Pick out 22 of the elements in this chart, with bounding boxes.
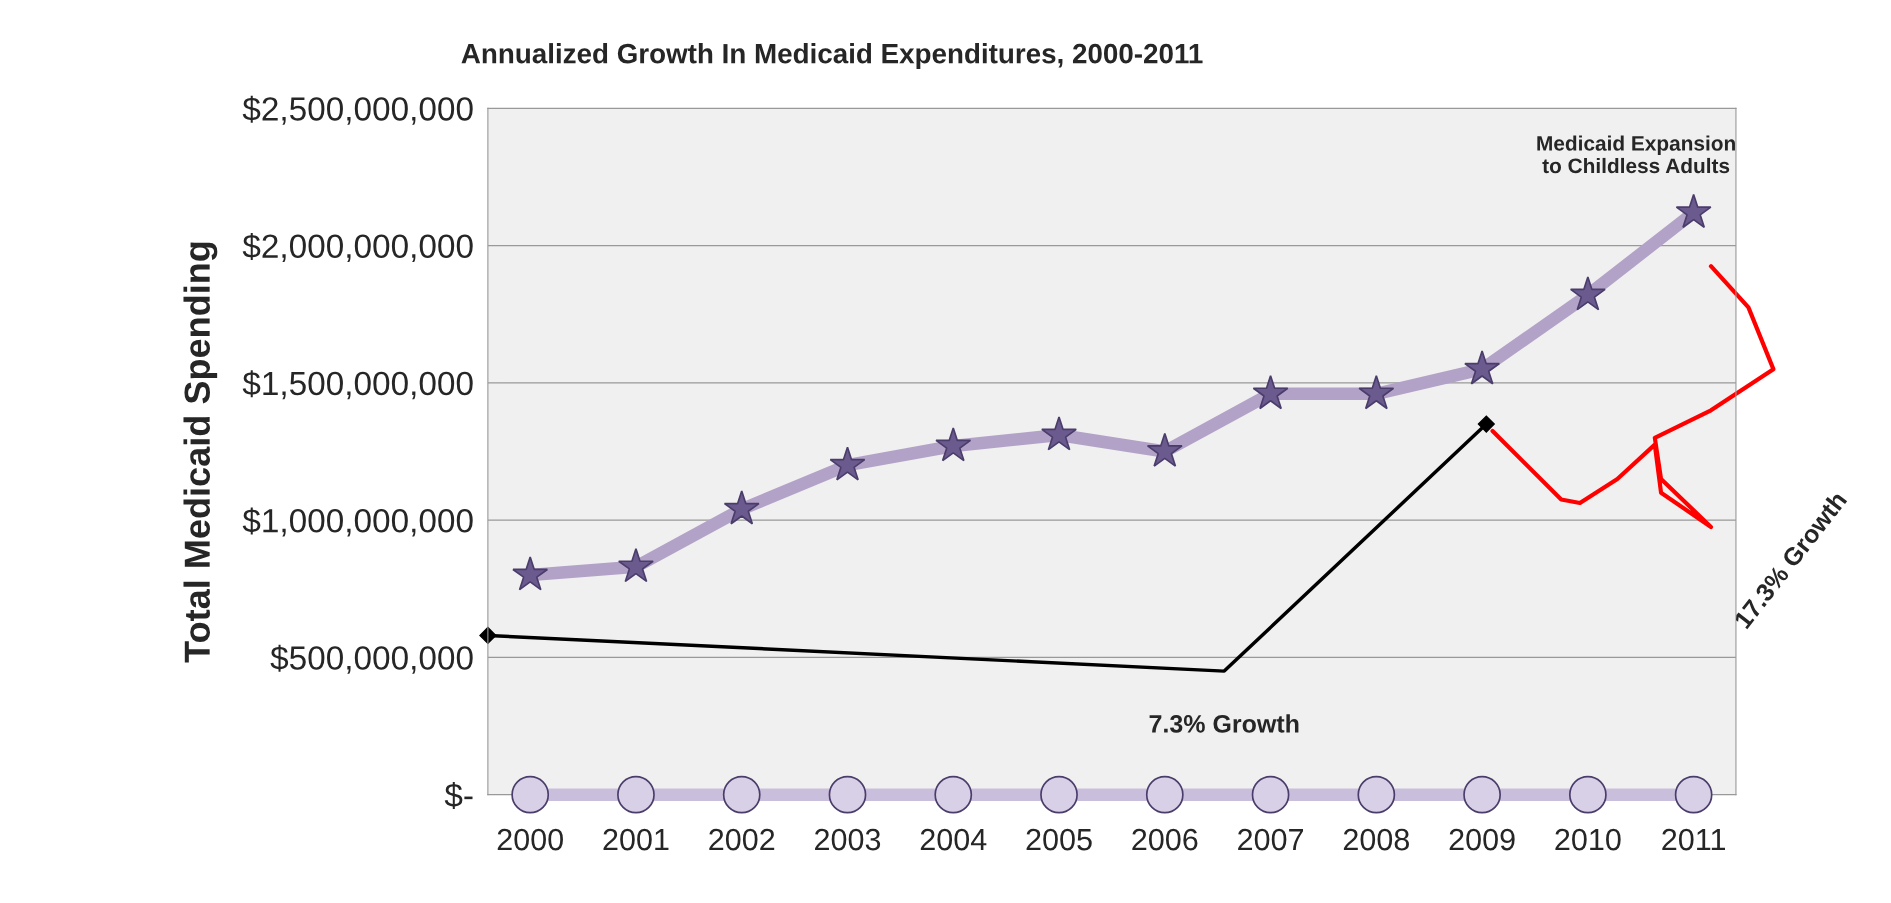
y-axis-title: Total Medicaid Spending: [183, 242, 218, 663]
x-tick-label: 2002: [709, 828, 775, 851]
x-tick-label: 2001: [603, 828, 669, 851]
y-tick-label: $2,000,000,000: [242, 233, 473, 262]
x-tick-label: 2000: [497, 828, 563, 851]
annotation: Medicaid Expansion to Childless Adults: [1537, 135, 1735, 174]
y-tick-label: $1,000,000,000: [242, 507, 473, 537]
x-tick-label: 2003: [815, 828, 881, 851]
y-tick-label: $1,500,000,000: [242, 370, 473, 400]
annotation: 7.3% Growth: [1149, 714, 1299, 733]
x-tick-label: 2008: [1343, 828, 1409, 851]
x-tick-label: 2009: [1449, 828, 1515, 851]
x-tick-label: 2005: [1026, 828, 1092, 851]
y-tick-label: $2,500,000,000: [242, 95, 473, 125]
x-tick-label: 2010: [1555, 828, 1621, 851]
y-tick-label: $500,000,000: [270, 644, 473, 674]
x-tick-label: 2004: [920, 828, 987, 851]
y-tick-label: $-: [444, 782, 473, 810]
chart-title: Annualized Growth In Medicaid Expenditures, 2000-2011: [461, 43, 1203, 69]
x-tick-label: 2011: [1662, 828, 1725, 851]
x-tick-label: 2006: [1132, 828, 1198, 851]
x-tick-label: 2007: [1238, 828, 1304, 851]
